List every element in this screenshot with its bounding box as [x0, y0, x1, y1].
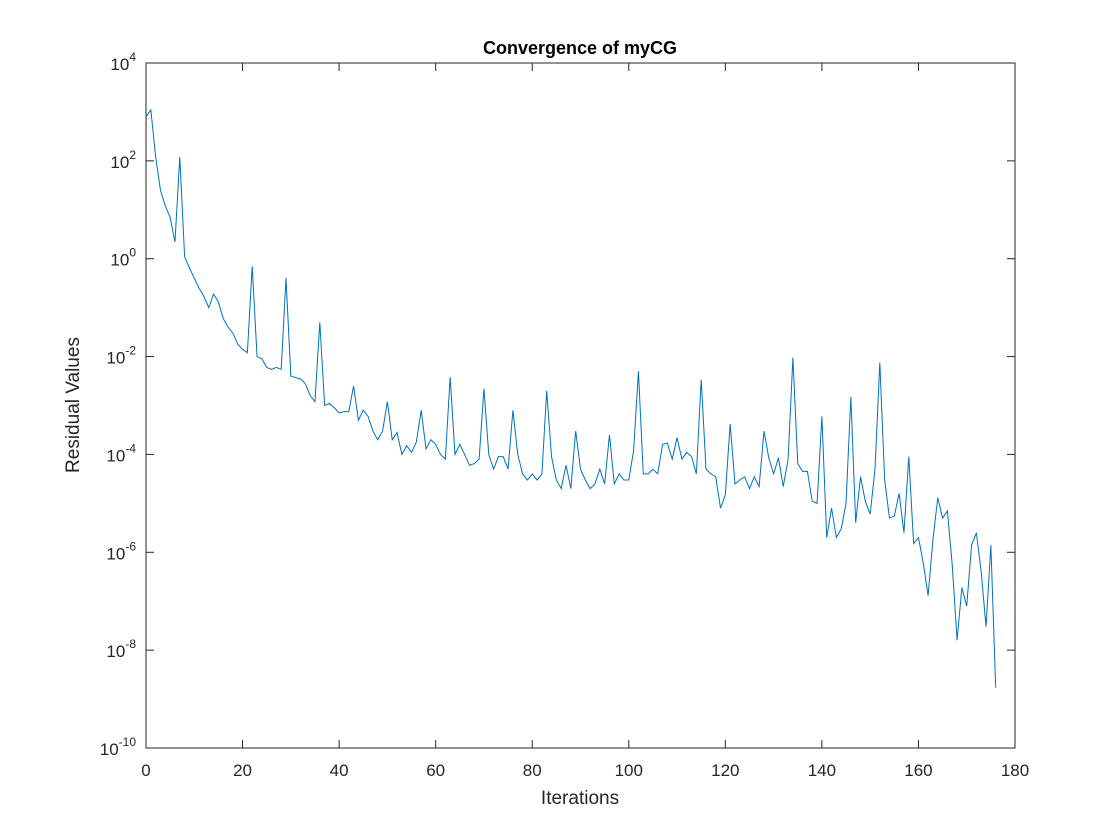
y-tick-exponent: -10: [119, 735, 137, 749]
x-tick-label: 0: [141, 761, 150, 780]
x-tick-label: 80: [523, 761, 542, 780]
y-tick-exponent: -2: [125, 344, 136, 358]
y-axis-label: Residual Values: [63, 337, 84, 473]
y-tick-label: 10-6: [106, 539, 136, 563]
y-tick-base: 10: [106, 446, 125, 465]
y-tick-label: 10-8: [106, 637, 136, 661]
y-tick-exponent: 4: [129, 50, 136, 64]
x-tick-label: 20: [233, 761, 252, 780]
y-tick-base: 10: [106, 349, 125, 368]
y-tick-label: 10-10: [100, 735, 137, 759]
x-tick-label: 180: [1001, 761, 1029, 780]
x-axis-label: Iterations: [541, 788, 619, 809]
y-tick-label: 100: [110, 246, 136, 270]
x-tick-label: 120: [711, 761, 739, 780]
y-tick-base: 10: [106, 642, 125, 661]
y-tick-label: 10-2: [106, 344, 136, 368]
y-tick-exponent: 0: [129, 246, 136, 260]
y-tick-label: 10-4: [106, 441, 136, 465]
y-tick-exponent: 2: [129, 148, 136, 162]
residual-series-line: [145, 108, 997, 688]
y-tick-base: 10: [106, 544, 125, 563]
y-tick-base: 10: [110, 55, 129, 74]
x-tick-label: 140: [808, 761, 836, 780]
plot-area-frame: [145, 62, 1016, 749]
y-tick-exponent: -8: [125, 637, 136, 651]
x-axis-ticks: 0 20 40 60 80 100 120 140 160 180: [141, 63, 1029, 780]
x-tick-label: 160: [904, 761, 932, 780]
x-tick-label: 40: [330, 761, 349, 780]
y-tick-exponent: -6: [125, 539, 136, 553]
y-tick-base: 10: [110, 153, 129, 172]
y-tick-exponent: -4: [125, 441, 136, 455]
y-tick-label: 102: [110, 148, 136, 172]
x-tick-label: 60: [426, 761, 445, 780]
y-tick-base: 10: [100, 740, 119, 759]
x-tick-label: 100: [615, 761, 643, 780]
y-tick-base: 10: [110, 251, 129, 270]
y-tick-label: 104: [110, 50, 136, 74]
chart-title: Convergence of myCG: [483, 38, 677, 58]
